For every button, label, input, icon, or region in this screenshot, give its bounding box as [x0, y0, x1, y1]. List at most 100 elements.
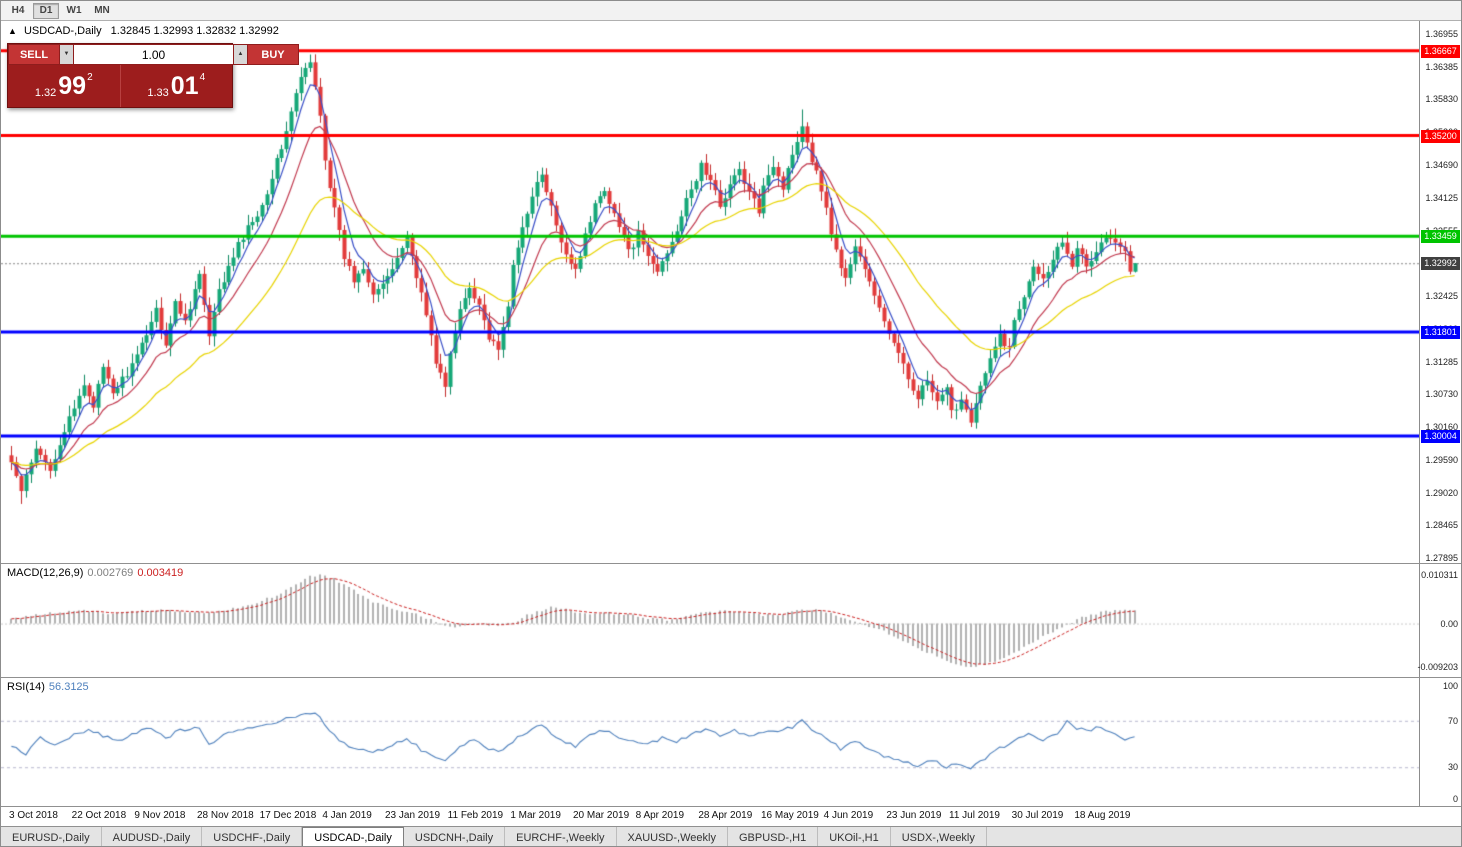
- buy-price-display[interactable]: 1.33 01 4: [121, 65, 233, 107]
- price-tick-label: 1.31285: [1425, 356, 1458, 367]
- macd-tick-label: 0.010311: [1421, 570, 1458, 580]
- price-tick-label: 1.29590: [1425, 454, 1458, 465]
- time-axis-label: 4 Jun 2019: [823, 810, 874, 821]
- trade-panel-prices: 1.32 99 2 1.33 01 4: [8, 65, 232, 107]
- chart-tabs-bar: EURUSD-,Daily AUDUSD-,Daily USDCHF-,Daily U…: [1, 826, 1461, 846]
- chart-tab-usdx-weekly[interactable]: USDX-,Weekly: [891, 827, 987, 846]
- rsi-tick-label: 30: [1447, 762, 1458, 773]
- rsi-tick-label: 100: [1442, 681, 1458, 691]
- current-price-badge: 1.32992: [1421, 257, 1460, 271]
- timeframe-button-w1[interactable]: W1: [61, 3, 87, 19]
- time-axis-label: 16 May 2019: [761, 810, 819, 821]
- rsi-canvas[interactable]: [1, 678, 1419, 806]
- rsi-label: RSI(14) 56.3125: [7, 681, 89, 693]
- chart-tab-eurchf-weekly[interactable]: EURCHF-,Weekly: [505, 827, 617, 846]
- chart-tab-gbpusd-h1[interactable]: GBPUSD-,H1: [728, 827, 819, 846]
- time-axis-label: 8 Apr 2019: [635, 810, 685, 821]
- volume-decrease-button[interactable]: ▼: [60, 44, 73, 65]
- macd-pane: MACD(12,26,9) 0.002769 0.003419 0.010311 0.…: [1, 564, 1461, 678]
- rsi-tick-label: 70: [1447, 715, 1458, 726]
- chart-tab-eurusd-daily[interactable]: EURUSD-,Daily: [1, 827, 102, 846]
- macd-tick-label: -0.009203: [1417, 661, 1458, 672]
- price-tick-label: 1.29020: [1425, 487, 1458, 498]
- price-tick-label: 1.30160: [1425, 422, 1458, 432]
- price-tick-label: 1.32425: [1425, 291, 1458, 301]
- chart-window: ▲ USDCAD-,Daily 1.32845 1.32993 1.32832 …: [1, 21, 1461, 826]
- time-axis-label: 4 Jan 2019: [322, 810, 372, 821]
- price-tick-label: 1.35830: [1425, 94, 1458, 105]
- sell-price-big-digits: 99: [58, 72, 87, 100]
- rsi-pane: RSI(14) 56.3125 100 70 30 0: [1, 678, 1461, 807]
- timeframe-toolbar: H4 D1 W1 MN: [1, 1, 1461, 21]
- trade-panel-controls: SELL ▼ ▲ BUY: [8, 44, 299, 65]
- time-axis-label: 9 Nov 2018: [134, 810, 186, 821]
- buy-button[interactable]: BUY: [247, 44, 299, 65]
- price-tick-label: 1.36955: [1425, 29, 1458, 39]
- buy-price-pip-digit: 4: [199, 72, 206, 83]
- time-axis-label: 28 Nov 2018: [197, 810, 254, 821]
- chart-header: ▲ USDCAD-,Daily 1.32845 1.32993 1.32832 …: [8, 25, 279, 37]
- price-tick-label: 1.34125: [1425, 192, 1458, 203]
- level-line-badge: 1.36667: [1421, 44, 1460, 58]
- chart-tab-ukoil-h1[interactable]: UKOil-,H1: [818, 827, 891, 846]
- volume-increase-button[interactable]: ▲: [234, 44, 247, 65]
- rsi-indicator-name: RSI(14): [7, 681, 45, 693]
- timeframe-button-d1[interactable]: D1: [33, 2, 59, 19]
- chart-tab-audusd-daily[interactable]: AUDUSD-,Daily: [102, 827, 203, 846]
- macd-tick-label: 0.00: [1440, 618, 1458, 629]
- time-axis-label: 11 Jul 2019: [949, 810, 1000, 821]
- macd-signal-value: 0.003419: [137, 567, 184, 579]
- chart-ohlc-values: 1.32845 1.32993 1.32832 1.32992: [110, 25, 279, 37]
- level-line-badge: 1.31801: [1421, 326, 1460, 340]
- chart-tab-usdcnh-daily[interactable]: USDCNH-,Daily: [404, 827, 506, 846]
- time-axis-label: 17 Dec 2018: [259, 810, 317, 821]
- level-line-badge: 1.30004: [1421, 430, 1460, 444]
- collapse-trade-panel-icon[interactable]: ▲: [8, 26, 17, 36]
- timeframe-button-h4[interactable]: H4: [5, 3, 31, 19]
- buy-price-prefix: 1.33: [147, 87, 169, 99]
- chart-tab-usdchf-daily[interactable]: USDCHF-,Daily: [202, 827, 303, 846]
- price-pane: ▲ USDCAD-,Daily 1.32845 1.32993 1.32832 …: [1, 21, 1461, 564]
- buy-price-big-digits: 01: [170, 72, 199, 100]
- time-axis-label: 28 Apr 2019: [698, 810, 753, 821]
- sell-price-prefix: 1.32: [34, 87, 57, 99]
- rsi-axis[interactable]: 100 70 30 0: [1419, 678, 1461, 806]
- time-axis-label: 30 Jul 2019: [1011, 810, 1064, 821]
- price-tick-label: 1.27895: [1425, 553, 1458, 563]
- rsi-tick-label: 0: [1452, 794, 1458, 804]
- time-axis-label: 11 Feb 2019: [447, 810, 504, 821]
- chart-tab-xauusd-weekly[interactable]: XAUUSD-,Weekly: [617, 827, 728, 846]
- level-line-badge: 1.33459: [1421, 230, 1460, 244]
- rsi-value: 56.3125: [48, 681, 89, 693]
- chart-tab-usdcad-daily[interactable]: USDCAD-,Daily: [302, 827, 404, 846]
- price-tick-label: 1.28465: [1425, 520, 1458, 531]
- macd-canvas[interactable]: [1, 564, 1419, 677]
- time-axis-label: 18 Aug 2019: [1074, 810, 1131, 821]
- macd-indicator-name: MACD(12,26,9): [7, 567, 84, 579]
- level-line-badge: 1.35200: [1421, 129, 1460, 143]
- volume-input[interactable]: [74, 45, 233, 64]
- macd-label: MACD(12,26,9) 0.002769 0.003419: [7, 567, 183, 579]
- sell-price-pip-digit: 2: [87, 72, 93, 83]
- time-axis-label: 23 Jun 2019: [886, 810, 942, 821]
- timeframe-button-mn[interactable]: MN: [89, 3, 115, 19]
- time-axis-label: 22 Oct 2018: [71, 810, 127, 821]
- price-tick-label: 1.34690: [1425, 160, 1458, 170]
- price-axis[interactable]: 1.369551.363851.358301.352601.346901.341…: [1419, 21, 1461, 563]
- time-axis-label: 23 Jan 2019: [385, 810, 441, 821]
- time-axis-label: 3 Oct 2018: [9, 810, 58, 821]
- sell-price-display[interactable]: 1.32 99 2: [8, 65, 121, 107]
- time-axis-label: 1 Mar 2019: [510, 810, 561, 821]
- macd-main-value: 0.002769: [87, 567, 134, 579]
- chart-symbol-title: USDCAD-,Daily: [23, 25, 102, 37]
- time-axis[interactable]: 3 Oct 2018 22 Oct 2018 9 Nov 2018 28 Nov 20…: [1, 807, 1461, 826]
- price-tick-label: 1.36385: [1425, 61, 1458, 72]
- sell-button[interactable]: SELL: [8, 44, 60, 65]
- volume-field: [73, 44, 234, 65]
- price-chart-canvas[interactable]: [1, 21, 1419, 563]
- time-axis-label: 20 Mar 2019: [573, 810, 630, 821]
- macd-axis[interactable]: 0.010311 0.00 -0.009203: [1417, 564, 1461, 677]
- price-tick-label: 1.30730: [1425, 389, 1458, 400]
